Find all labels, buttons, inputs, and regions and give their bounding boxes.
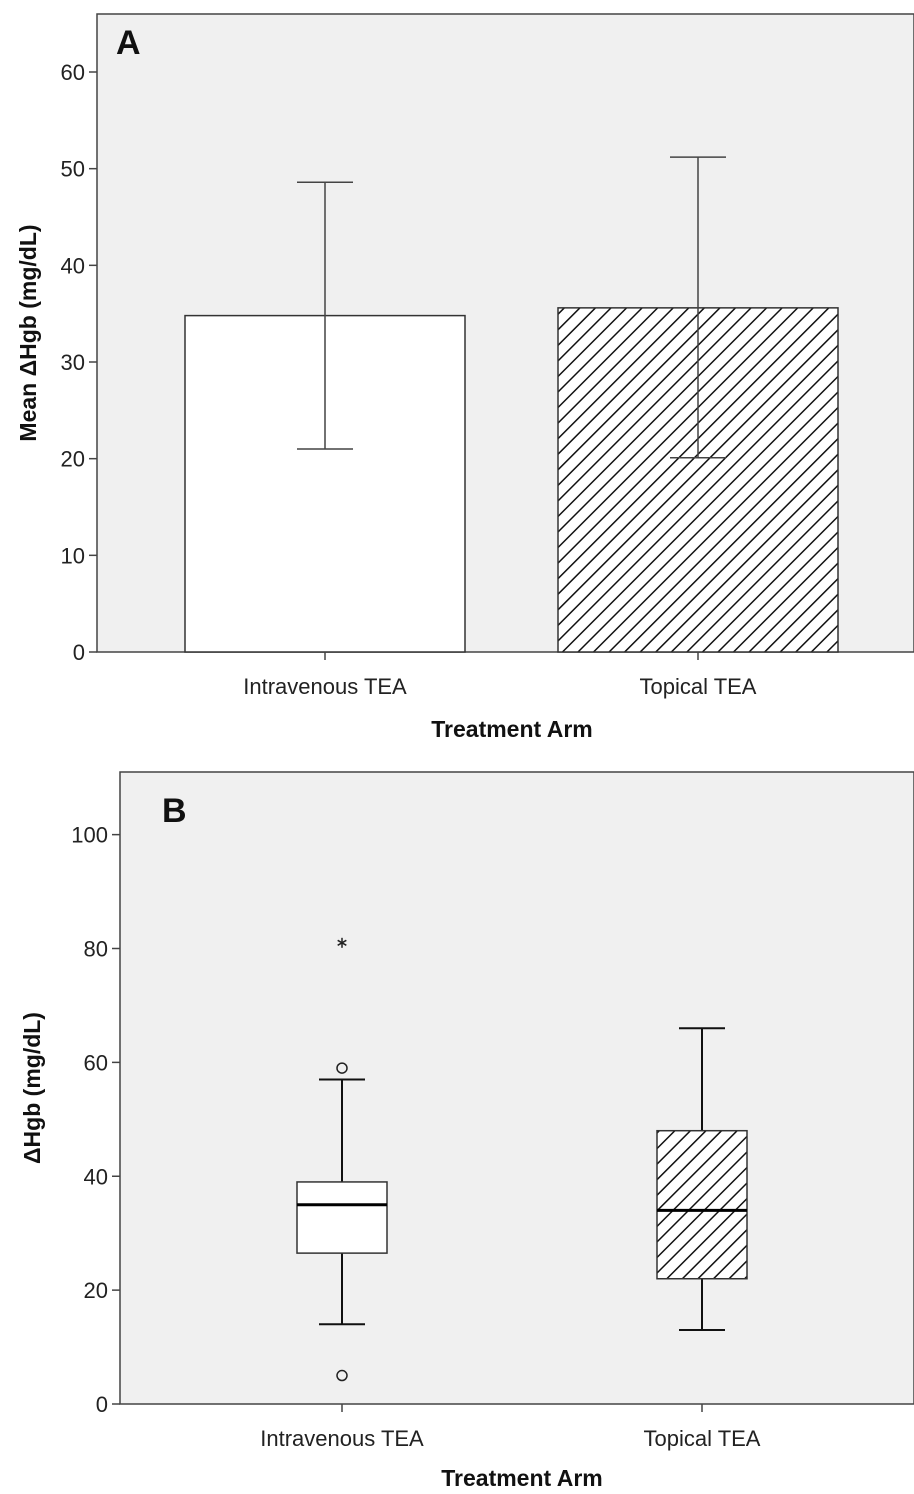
box-1 [296, 1181, 388, 1254]
panel-a-y-axis-title: Mean ΔHgb (mg/dL) [15, 224, 41, 441]
outlier-point [336, 1369, 348, 1382]
y-tick-label: 80 [84, 937, 108, 962]
x-tick-label: Topical TEA [644, 1426, 761, 1451]
y-tick-label: 40 [61, 253, 85, 278]
panel-b: B 0 20 40 60 80 100 Intravenous TEA Topical TE… [19, 771, 914, 1491]
y-tick-label: 10 [61, 543, 85, 568]
outlier-point [336, 1062, 348, 1074]
x-tick-label: Intravenous TEA [260, 1426, 424, 1451]
y-tick-label: 20 [61, 447, 85, 472]
y-tick-label: 30 [61, 350, 85, 375]
panel-b-y-axis: 0 20 40 60 80 100 [71, 823, 120, 1417]
panel-b-boxes [296, 937, 748, 1382]
panel-b-plot-area [119, 771, 914, 1405]
panel-a-x-axis: Intravenous TEA Topical TEA [243, 652, 757, 699]
y-tick-label: 20 [84, 1278, 108, 1303]
panel-b-label: B [162, 792, 187, 830]
y-tick-label: 100 [71, 823, 108, 848]
y-tick-label: 0 [73, 640, 85, 665]
panel-a-y-axis: 0 10 20 30 40 50 60 [61, 60, 97, 665]
panel-a-bars [184, 156, 839, 653]
panel-a-label: A [116, 24, 141, 62]
asterisk-stroke [337, 939, 347, 946]
panel-b-x-axis-title: Treatment Arm [441, 1465, 602, 1491]
extreme-point [337, 937, 347, 948]
y-tick-label: 60 [84, 1050, 108, 1075]
y-tick-label: 40 [84, 1164, 108, 1189]
y-tick-label: 0 [96, 1392, 108, 1417]
x-tick-label: Topical TEA [640, 674, 757, 699]
panel-b-y-axis-title: ΔHgb (mg/dL) [19, 1012, 45, 1164]
y-tick-label: 60 [61, 60, 85, 85]
panel-a-x-axis-title: Treatment Arm [431, 716, 592, 742]
x-tick-label: Intravenous TEA [243, 674, 407, 699]
panel-a: A 0 10 20 30 40 50 60 Intravenous TEA Topical T… [15, 13, 914, 742]
panel-b-x-axis: Intravenous TEA Topical TEA [260, 1404, 761, 1451]
box-2 [656, 1129, 748, 1280]
y-tick-label: 50 [61, 157, 85, 182]
